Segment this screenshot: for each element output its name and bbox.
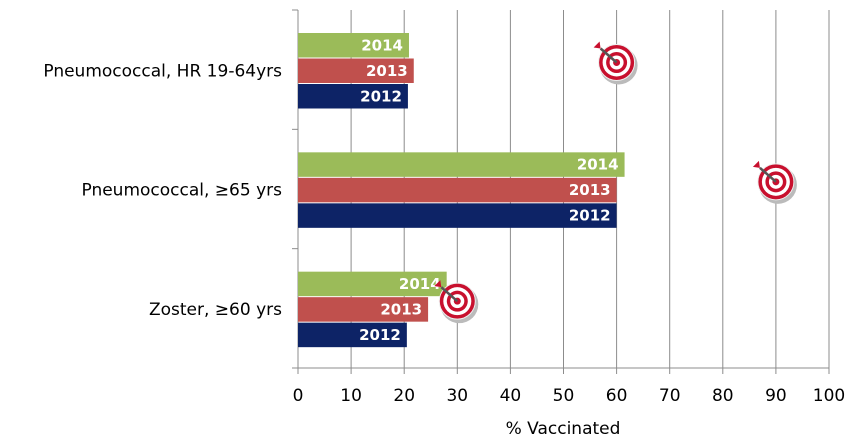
- bar-label: 2013: [569, 181, 611, 199]
- dart-shaft: [599, 47, 618, 64]
- bar-label: 2013: [366, 62, 408, 80]
- bar: [298, 297, 429, 322]
- x-tick-label: 30: [446, 386, 468, 406]
- bar: [298, 177, 617, 203]
- bar-label: 2013: [380, 300, 422, 318]
- y-tick-label: Zoster, ≥60 yrs: [149, 300, 282, 320]
- bar-label: 2014: [399, 275, 441, 293]
- bar: [298, 84, 408, 109]
- x-tick-label: 60: [606, 386, 628, 406]
- bar-label: 2014: [361, 36, 403, 54]
- x-tick-label: 20: [393, 386, 415, 406]
- bar: [298, 152, 625, 177]
- bar: [298, 203, 617, 228]
- x-tick-label: 100: [813, 386, 845, 406]
- dart-shaft: [440, 286, 459, 303]
- dart-fletch: [434, 280, 442, 288]
- x-tick-label: 50: [553, 386, 575, 406]
- bar: [298, 322, 407, 348]
- bar-label: 2012: [569, 207, 611, 225]
- y-tick-label: Pneumococcal, ≥65 yrs: [82, 181, 283, 201]
- bar-label: 2012: [359, 326, 401, 344]
- x-tick-label: 80: [712, 386, 734, 406]
- x-tick-label: 10: [340, 386, 362, 406]
- y-tick-label: Pneumococcal, HR 19-64yrs: [43, 61, 282, 81]
- x-tick-label: 40: [500, 386, 522, 406]
- target-icon: [593, 41, 638, 85]
- dart-fletch: [752, 160, 760, 168]
- x-tick-label: 70: [659, 386, 681, 406]
- bar: [298, 33, 409, 58]
- x-axis-title: % Vaccinated: [506, 419, 621, 439]
- target-icon: [752, 160, 797, 204]
- dart-shaft: [759, 166, 777, 183]
- bar-label: 2012: [360, 87, 402, 105]
- bar: [298, 58, 414, 83]
- x-tick-label: 90: [765, 386, 787, 406]
- x-tick-label: 0: [293, 386, 304, 406]
- dart-fletch: [593, 41, 601, 49]
- bar-label: 2014: [577, 156, 619, 174]
- target-icon: [434, 280, 479, 324]
- bar: [298, 271, 447, 297]
